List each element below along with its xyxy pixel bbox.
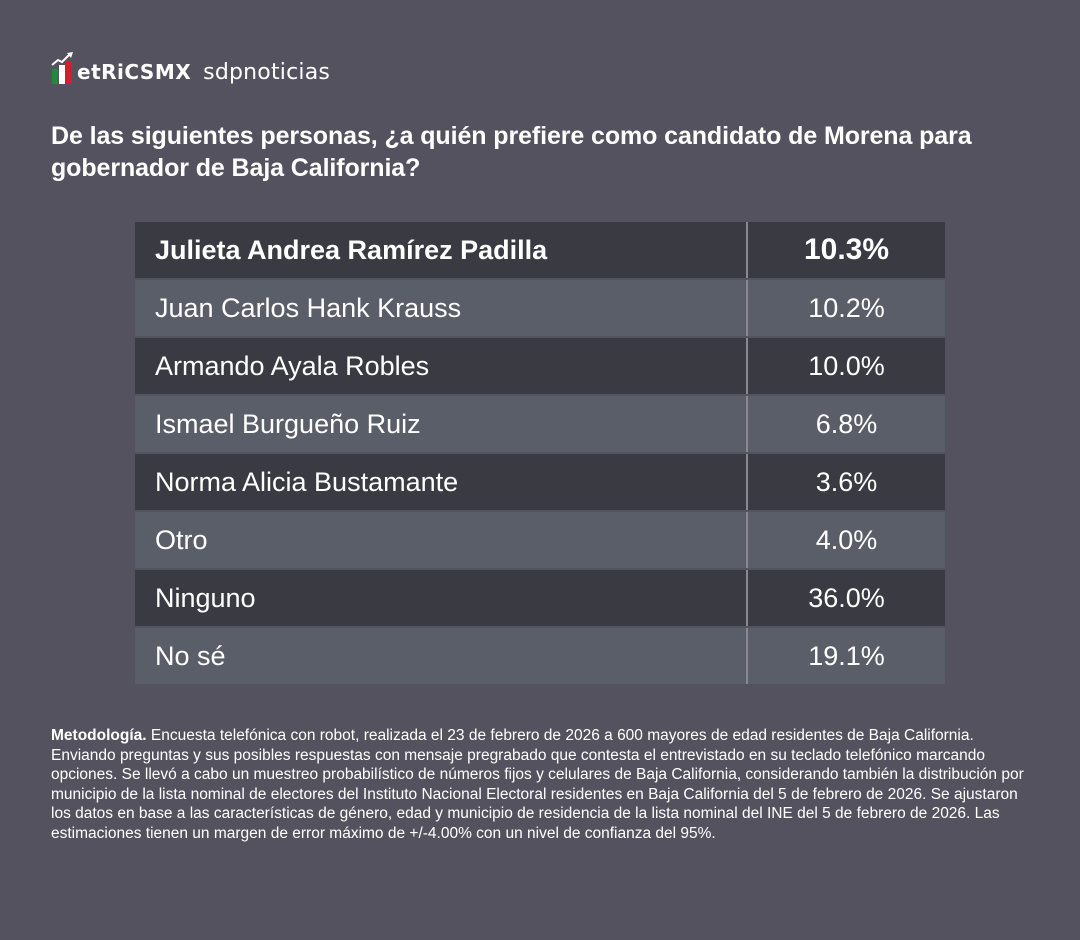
methodology-text: Encuesta telefónica con robot, realizada…	[51, 727, 1024, 842]
candidate-percentage: 10.3%	[803, 233, 890, 266]
candidate-percentage: 10.2%	[808, 292, 885, 323]
table-row: Ismael Burgueño Ruiz 6.8%	[135, 396, 945, 452]
methodology-note: Metodología. Encuesta telefónica con rob…	[51, 726, 1041, 844]
option-name: Otro	[135, 512, 748, 568]
candidate-name: Armando Ayala Robles	[135, 338, 748, 394]
candidate-name: Juan Carlos Hank Krauss	[135, 280, 748, 336]
option-percentage: 4.0%	[815, 524, 878, 555]
option-percentage: 36.0%	[808, 582, 885, 613]
table-row: Ninguno 36.0%	[135, 570, 945, 626]
table-row: Norma Alicia Bustamante 3.6%	[135, 454, 945, 510]
results-table: Julieta Andrea Ramírez Padilla 10.3% Jua…	[135, 222, 945, 686]
candidate-percentage: 6.8%	[815, 408, 878, 439]
table-row: Otro 4.0%	[135, 512, 945, 568]
sdpnoticias-logo: sdpnoticias	[203, 59, 331, 85]
option-name: No sé	[135, 628, 748, 684]
table-row: Julieta Andrea Ramírez Padilla 10.3%	[135, 222, 945, 278]
option-name: Ninguno	[135, 570, 748, 626]
survey-question: De las siguientes personas, ¿a quién pre…	[51, 122, 972, 182]
table-row: Juan Carlos Hank Krauss 10.2%	[135, 280, 945, 336]
table-row: No sé 19.1%	[135, 628, 945, 684]
metrics-logo-icon	[50, 51, 76, 85]
candidate-percentage: 3.6%	[815, 466, 878, 497]
option-percentage: 19.1%	[808, 640, 885, 671]
methodology-label: Metodología.	[51, 727, 147, 744]
metrics-logo-text: etRiCSMX	[77, 60, 192, 84]
table-row: Armando Ayala Robles 10.0%	[135, 338, 945, 394]
candidate-name: Norma Alicia Bustamante	[135, 454, 748, 510]
brand-header: etRiCSMX sdpnoticias	[50, 50, 330, 86]
candidate-percentage: 10.0%	[808, 350, 885, 381]
candidate-name: Ismael Burgueño Ruiz	[135, 396, 748, 452]
candidate-name: Julieta Andrea Ramírez Padilla	[135, 222, 748, 278]
